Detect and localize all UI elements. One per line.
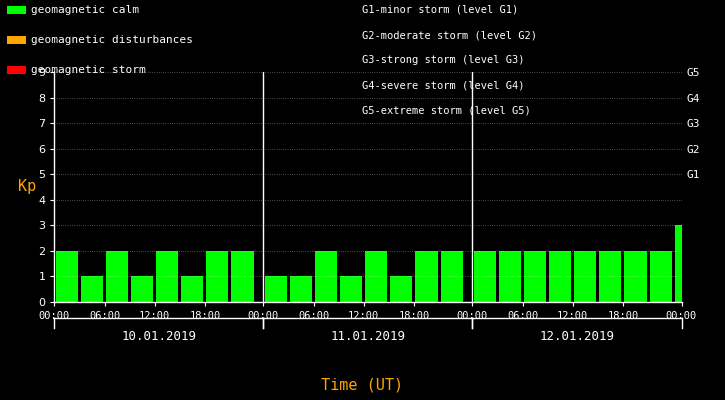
Bar — [315, 251, 337, 302]
Bar — [131, 276, 153, 302]
Bar — [390, 276, 413, 302]
Text: geomagnetic disturbances: geomagnetic disturbances — [31, 35, 194, 45]
Bar — [600, 251, 621, 302]
Bar — [365, 251, 387, 302]
Bar — [441, 251, 463, 302]
Bar — [550, 251, 571, 302]
Text: G2-moderate storm (level G2): G2-moderate storm (level G2) — [362, 30, 537, 40]
Text: geomagnetic storm: geomagnetic storm — [31, 65, 146, 75]
Bar — [675, 225, 697, 302]
Text: G1-minor storm (level G1): G1-minor storm (level G1) — [362, 5, 519, 15]
Bar — [290, 276, 312, 302]
Text: G5-extreme storm (level G5): G5-extreme storm (level G5) — [362, 106, 531, 116]
Bar — [156, 251, 178, 302]
Bar — [415, 251, 437, 302]
Bar — [56, 251, 78, 302]
Text: G3-strong storm (level G3): G3-strong storm (level G3) — [362, 56, 525, 66]
Y-axis label: Kp: Kp — [18, 180, 36, 194]
Text: 12.01.2019: 12.01.2019 — [539, 330, 615, 343]
Bar — [474, 251, 496, 302]
Bar — [265, 276, 287, 302]
Text: 11.01.2019: 11.01.2019 — [331, 330, 405, 343]
Text: Time (UT): Time (UT) — [321, 377, 404, 392]
Bar — [231, 251, 254, 302]
Bar — [106, 251, 128, 302]
Bar — [499, 251, 521, 302]
Bar — [207, 251, 228, 302]
Text: geomagnetic calm: geomagnetic calm — [31, 5, 139, 15]
Text: 10.01.2019: 10.01.2019 — [121, 330, 196, 343]
Bar — [181, 276, 204, 302]
Text: G4-severe storm (level G4): G4-severe storm (level G4) — [362, 80, 525, 90]
Bar — [524, 251, 546, 302]
Bar — [624, 251, 647, 302]
Bar — [650, 251, 671, 302]
Bar — [574, 251, 597, 302]
Bar — [81, 276, 103, 302]
Bar — [340, 276, 362, 302]
